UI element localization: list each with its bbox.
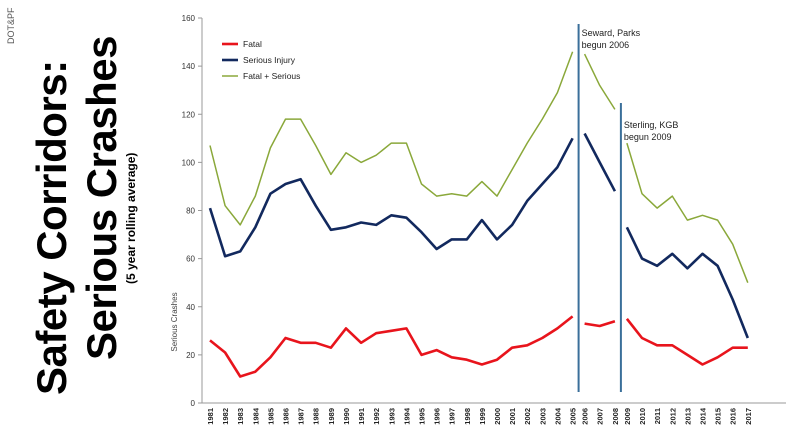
y-tick-label: 140 <box>182 62 196 71</box>
annotation-line-2: begun 2006 <box>582 40 630 50</box>
x-tick-label: 2011 <box>653 408 662 424</box>
x-tick-label: 1997 <box>448 408 457 425</box>
legend-label: Serious Injury <box>243 55 296 65</box>
y-tick-label: 20 <box>186 351 195 360</box>
x-tick-label: 1998 <box>463 408 472 425</box>
x-tick-label: 2004 <box>553 407 562 425</box>
x-tick-label: 2017 <box>744 408 753 425</box>
series-line-2 <box>583 53 616 110</box>
x-tick-label: 1990 <box>342 408 351 425</box>
x-tick-label: 2006 <box>581 408 590 425</box>
x-tick-label: 1993 <box>387 408 396 425</box>
y-tick-label: 100 <box>182 158 196 167</box>
x-tick-label: 1994 <box>402 407 411 425</box>
x-tick-label: 2009 <box>623 408 632 425</box>
x-tick-label: 2000 <box>493 408 502 425</box>
x-tick-label: 2012 <box>668 408 677 425</box>
series-line-1 <box>583 132 617 192</box>
x-tick-label: 2003 <box>538 408 547 425</box>
x-tick-label: 2002 <box>523 408 532 425</box>
x-tick-label: 1999 <box>478 408 487 425</box>
y-tick-label: 80 <box>186 207 195 216</box>
y-tick-label: 60 <box>186 255 195 264</box>
series-line-0 <box>584 319 616 328</box>
series-line-1 <box>208 137 574 258</box>
x-tick-label: 2014 <box>698 407 707 425</box>
series-line-2 <box>626 142 749 283</box>
x-tick-label: 2016 <box>729 408 738 425</box>
annotation-line-1: Seward, Parks <box>582 28 641 38</box>
x-tick-label: 1984 <box>251 407 260 425</box>
x-tick-label: 2008 <box>611 408 620 425</box>
y-tick-label: 120 <box>182 110 196 119</box>
x-tick-label: 1992 <box>372 408 381 425</box>
x-tick-label: 1987 <box>297 408 306 425</box>
x-tick-label: 1985 <box>266 408 275 425</box>
series-line-2 <box>209 51 574 226</box>
series-line-1 <box>625 226 750 339</box>
x-tick-label: 1995 <box>417 408 426 425</box>
x-tick-label: 2001 <box>508 408 517 425</box>
x-tick-label: 2015 <box>714 408 723 425</box>
annotation-line-2: begun 2009 <box>624 132 672 142</box>
x-tick-label: 1981 <box>206 408 215 425</box>
x-tick-label: 2013 <box>683 408 692 425</box>
legend-label: Fatal <box>243 39 262 49</box>
x-tick-label: 1983 <box>236 408 245 425</box>
x-tick-label: 2010 <box>638 408 647 425</box>
series-line-0 <box>625 317 748 366</box>
x-tick-label: 1991 <box>357 408 366 425</box>
x-tick-label: 2007 <box>596 408 605 425</box>
y-axis-label: Serious Crashes <box>170 292 179 351</box>
annotation-line-1: Sterling, KGB <box>624 120 679 130</box>
y-tick-label: 160 <box>182 14 196 23</box>
x-tick-label: 1982 <box>221 408 230 425</box>
x-tick-label: 1986 <box>282 408 291 425</box>
x-tick-label: 2005 <box>569 408 578 425</box>
legend-label: Fatal + Serious <box>243 71 300 81</box>
y-tick-label: 40 <box>186 303 195 312</box>
x-tick-label: 1996 <box>433 408 442 425</box>
x-tick-label: 1988 <box>312 408 321 425</box>
y-tick-label: 0 <box>191 399 196 408</box>
series-line-0 <box>209 315 574 378</box>
x-tick-label: 1989 <box>327 408 336 425</box>
